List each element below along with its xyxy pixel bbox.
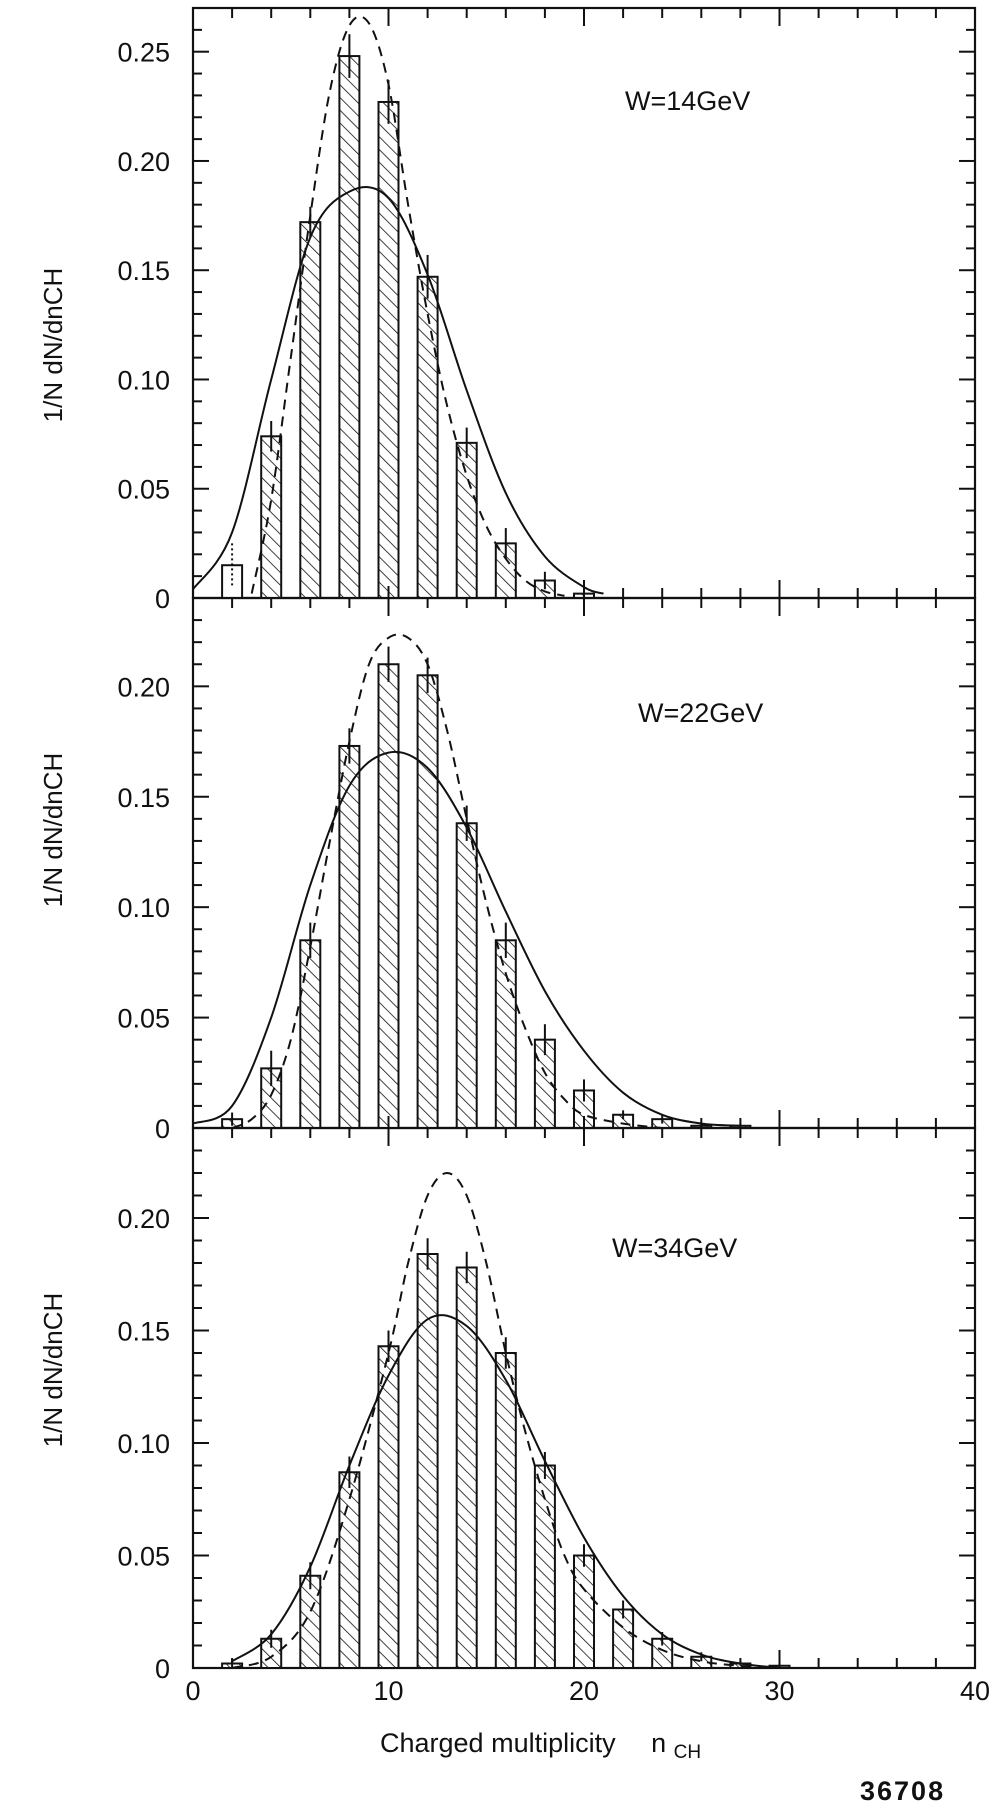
x-axis-label: Charged multiplicity n CH: [380, 1728, 701, 1763]
dashed-curve: [231, 1171, 780, 1669]
histogram-bar: [299, 939, 322, 1130]
y-tick-label: 0.25: [117, 38, 170, 68]
histogram-bar: [455, 441, 478, 599]
solid-curve: [192, 750, 741, 1127]
y-axis-label: 1/N dN/dnCH: [38, 268, 68, 423]
dashed-curve: [250, 15, 565, 597]
histogram-bar: [494, 1352, 517, 1669]
y-tick-label: 0.15: [117, 256, 170, 286]
histogram-bar: [573, 1554, 595, 1669]
y-tick-label: 0.10: [117, 365, 170, 395]
histogram-bar: [416, 275, 439, 599]
y-tick-label: 0.20: [117, 672, 170, 702]
figure-number: 36708: [860, 1776, 945, 1806]
y-tick-label: 0: [155, 1114, 170, 1144]
y-tick-label: 0.05: [117, 1004, 170, 1034]
histogram-bar: [377, 663, 400, 1129]
histogram-bar: [260, 435, 283, 599]
x-axis-label-text: Charged multiplicity: [380, 1728, 616, 1758]
y-tick-label: 0.15: [117, 783, 170, 813]
histogram-bar: [494, 939, 517, 1130]
energy-annotation: W=14GeV: [625, 86, 750, 116]
histogram-bar: [338, 1471, 361, 1669]
histogram-bar: [455, 1266, 478, 1669]
histogram-bar: [338, 55, 361, 599]
histogram-bar: [377, 1345, 400, 1669]
dashed-curve: [231, 633, 663, 1129]
x-axis-label-subscript: CH: [674, 1742, 701, 1763]
histogram-bar: [455, 822, 478, 1129]
y-tick-label: 0: [155, 584, 170, 614]
y-tick-label: 0: [155, 1654, 170, 1684]
histogram-bar: [299, 1574, 322, 1669]
energy-annotation: W=22GeV: [638, 698, 763, 728]
histogram-bar: [299, 221, 322, 599]
x-tick-label: 20: [569, 1676, 599, 1706]
histogram-bar: [416, 674, 439, 1130]
x-tick-label: 0: [185, 1676, 200, 1706]
histogram-bar: [338, 744, 361, 1129]
y-tick-label: 0.15: [117, 1317, 170, 1347]
panel-w34: 0 0.05 0.10 0.15 0.20 0 10 20 30 40 1/N dN/dnCH W…: [38, 1116, 990, 1706]
y-tick-label: 0.20: [117, 1204, 170, 1234]
panel-w22: 0 0.05 0.10 0.15 0.20 1/N dN/dnCH W=22GeV: [38, 586, 977, 1144]
solid-curve: [192, 186, 604, 595]
panel-w14: 0 0.05 0.10 0.15 0.20 0.25 1/N dN/dnCH W=14Ge…: [38, 6, 977, 614]
y-axis-label: 1/N dN/dnCH: [38, 753, 68, 908]
histogram-bar: [533, 1464, 556, 1669]
y-tick-label: 0.05: [117, 1542, 170, 1572]
x-tick-label: 30: [764, 1676, 794, 1706]
x-tick-label: 10: [373, 1676, 403, 1706]
x-axis-label-symbol: n: [651, 1728, 666, 1758]
y-tick-label: 0.10: [117, 893, 170, 923]
energy-annotation: W=34GeV: [612, 1233, 737, 1263]
solid-curve: [231, 1314, 780, 1669]
y-axis-label: 1/N dN/dnCH: [38, 1293, 68, 1448]
histogram-bar: [377, 100, 400, 600]
y-tick-label: 0.20: [117, 147, 170, 177]
x-tick-label: 40: [960, 1676, 990, 1706]
y-tick-label: 0.05: [117, 475, 170, 505]
y-tick-label: 0.10: [117, 1429, 170, 1459]
